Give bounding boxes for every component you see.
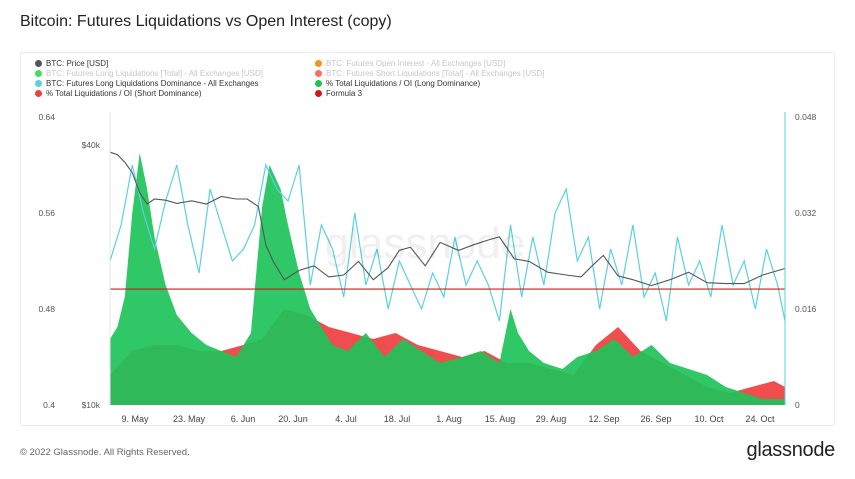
legend-dot-icon (315, 80, 322, 87)
price-axis-tick-label: $40k (82, 140, 101, 150)
x-axis-tick-label: 24. Oct (745, 414, 775, 424)
legend-label: Formula 3 (326, 89, 363, 98)
watermark-text: glassnode (325, 219, 526, 268)
left-axis-tick-label: 0.4 (43, 400, 55, 410)
x-axis-tick-label: 9. May (121, 414, 149, 424)
legend-item[interactable]: BTC: Futures Long Liquidations [Total] -… (35, 69, 263, 79)
x-axis-tick-label: 29. Aug (536, 414, 567, 424)
right-axis-tick-label: 0.032 (795, 208, 817, 218)
right-axis-tick-label: 0.048 (795, 112, 817, 122)
legend-item[interactable]: Formula 3 (315, 89, 362, 99)
x-axis-tick-label: 15. Aug (485, 414, 516, 424)
legend-label: BTC: Futures Long Liquidations Dominance… (46, 79, 259, 88)
right-axis-tick-label: 0.016 (795, 304, 817, 314)
legend-label: BTC: Futures Open Interest - All Exchang… (326, 59, 506, 68)
legend-item[interactable]: BTC: Price [USD] (35, 59, 108, 69)
x-axis-tick-label: 20. Jun (278, 414, 308, 424)
btc-price-line (109, 151, 786, 287)
legend-dot-icon (35, 80, 42, 87)
legend-item[interactable]: BTC: Futures Short Liquidations [Total] … (315, 69, 544, 79)
left-axis-tick-label: 0.48 (38, 304, 55, 314)
left-axis-tick-label: 0.64 (38, 112, 55, 122)
x-axis-tick-label: 1. Aug (436, 414, 462, 424)
legend-dot-icon (35, 60, 42, 67)
right-axis-tick-label: 0 (795, 400, 800, 410)
left-axis-tick-label: 0.56 (38, 208, 55, 218)
legend-item[interactable]: % Total Liquidations / OI (Short Dominan… (35, 89, 201, 99)
x-axis-tick-label: 18. Jul (384, 414, 411, 424)
legend-dot-icon (315, 90, 322, 97)
page-title: Bitcoin: Futures Liquidations vs Open In… (20, 13, 392, 30)
x-axis-tick-label: 10. Oct (694, 414, 724, 424)
x-axis-tick-label: 26. Sep (640, 414, 671, 424)
legend-dot-icon (315, 60, 322, 67)
legend-label: BTC: Futures Long Liquidations [Total] -… (46, 69, 263, 78)
price-axis-tick-label: $10k (82, 400, 101, 410)
legend-item[interactable]: BTC: Futures Open Interest - All Exchang… (315, 59, 505, 69)
x-axis-tick-label: 23. May (173, 414, 206, 424)
copyright-text: © 2022 Glassnode. All Rights Reserved. (20, 447, 190, 458)
legend-dot-icon (35, 70, 42, 77)
long-liquidations-dominance-line (109, 163, 786, 322)
brand-logo: glassnode (746, 439, 836, 461)
x-axis-tick-label: 4. Jul (335, 414, 357, 424)
long-dominance-area (110, 153, 785, 405)
legend-label: BTC: Futures Short Liquidations [Total] … (326, 69, 545, 78)
legend-dot-icon (315, 70, 322, 77)
legend-item[interactable]: BTC: Futures Long Liquidations Dominance… (35, 79, 259, 89)
legend-label: % Total Liquidations / OI (Long Dominanc… (326, 79, 481, 88)
legend-label: BTC: Price [USD] (46, 59, 109, 68)
legend-dot-icon (35, 90, 42, 97)
legend-item[interactable]: % Total Liquidations / OI (Long Dominanc… (315, 79, 480, 89)
x-axis-tick-label: 12. Sep (588, 414, 619, 424)
legend-label: % Total Liquidations / OI (Short Dominan… (46, 89, 202, 98)
x-axis-tick-label: 6. Jun (231, 414, 256, 424)
